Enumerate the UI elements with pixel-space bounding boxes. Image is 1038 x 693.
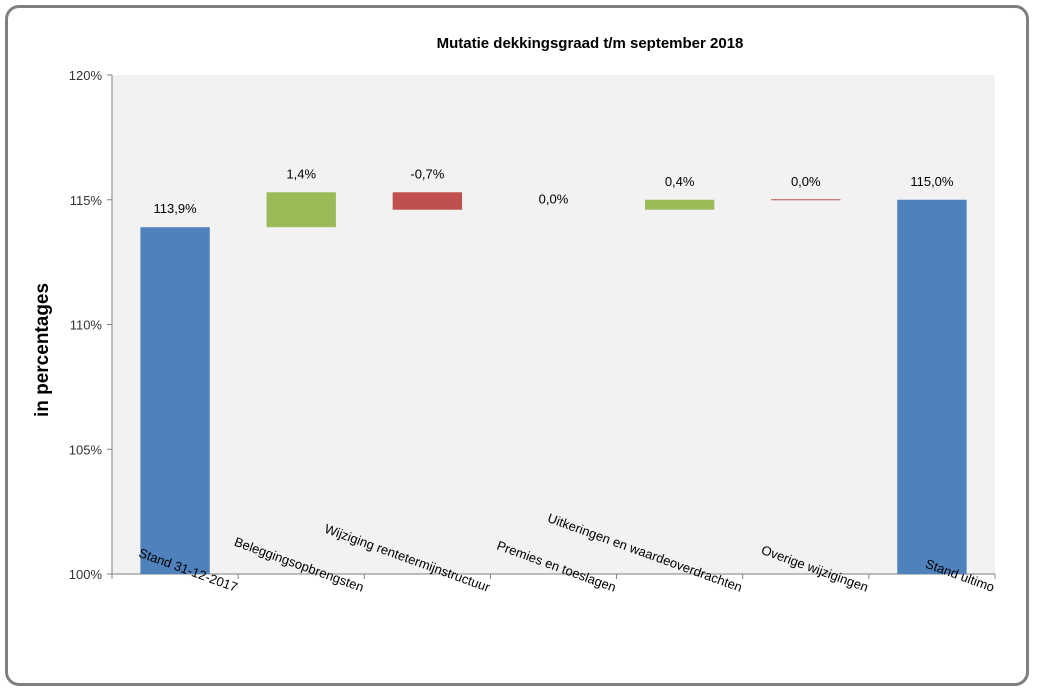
chart-title: Mutatie dekkingsgraad t/m september 2018 [437,35,744,52]
y-tick-label: 115% [70,193,103,208]
data-labels: 113,9% 1,4% -0,7% 0,0% 0,4% 0,0% 115,0% [154,166,954,216]
bar [644,199,715,210]
y-tick-label: 100% [69,567,103,582]
y-tick-label: 120% [69,68,103,83]
bars [140,192,967,574]
y-tick-label: 110% [70,318,103,333]
data-label: 0,0% [539,192,569,207]
axes: 100% 105% 110% 115% 120% [69,68,996,582]
y-axis-label: in percentages [32,283,53,417]
bar [266,192,336,228]
bar [392,192,463,210]
data-label: 0,4% [665,174,695,189]
bar [897,199,967,574]
data-label: 113,9% [154,201,198,216]
data-label: -0,7% [410,166,444,181]
data-label: 0,0% [791,174,821,189]
bar [140,227,210,574]
data-label: 115,0% [910,174,954,189]
plot-area [112,75,995,574]
y-tick-label: 105% [69,442,103,457]
data-label: 1,4% [286,166,316,181]
